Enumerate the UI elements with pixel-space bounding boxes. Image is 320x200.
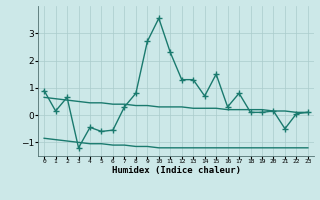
X-axis label: Humidex (Indice chaleur): Humidex (Indice chaleur) xyxy=(111,166,241,175)
